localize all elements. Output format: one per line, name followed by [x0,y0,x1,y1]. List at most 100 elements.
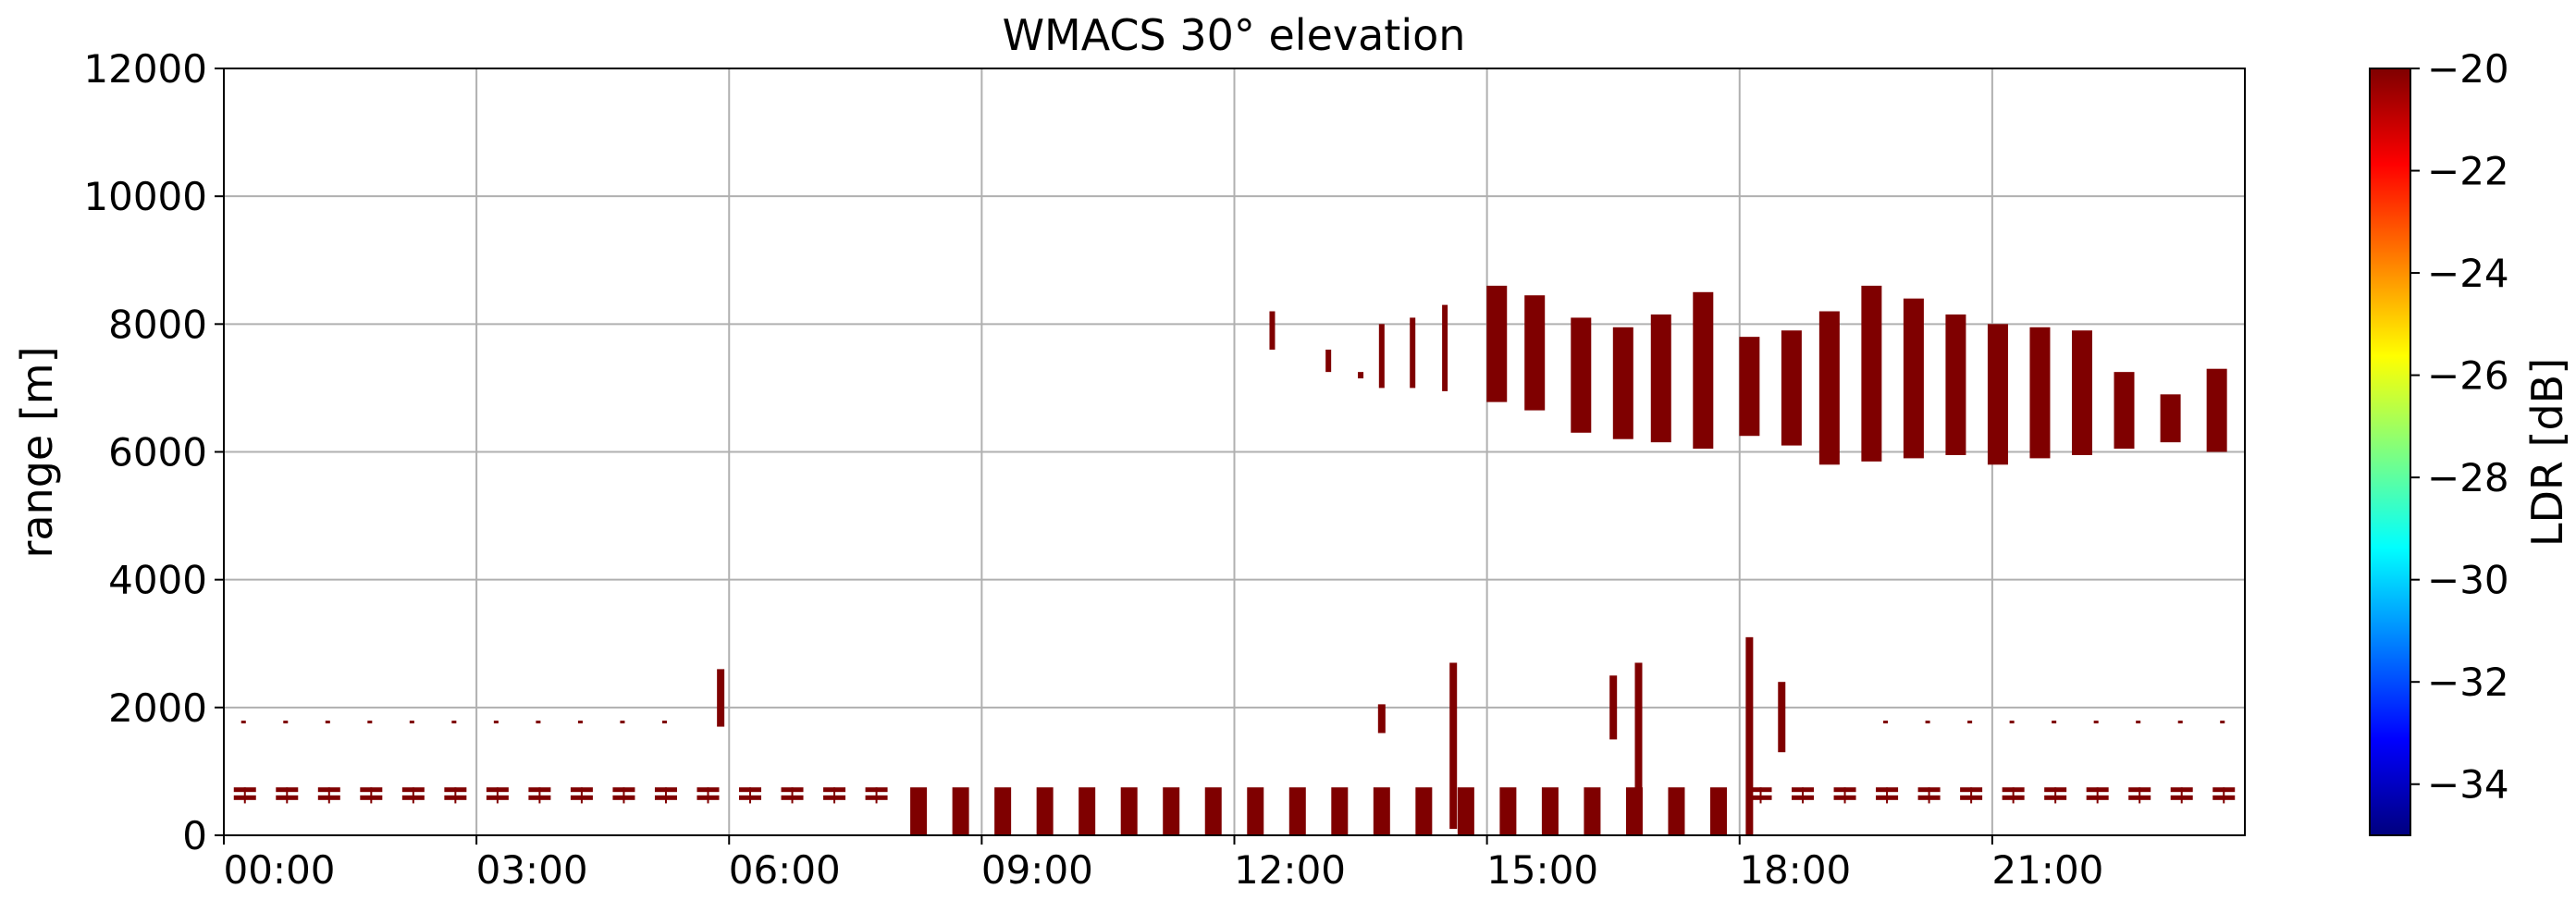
upper-layer-column [1612,327,1633,439]
lower-layer-dot [1883,721,1889,724]
lower-layer-dot [2136,721,2141,724]
lower-layer-dot [1967,721,1973,724]
lower-layer-column [1584,787,1601,835]
upper-layer-column [1945,314,1966,455]
upper-layer-column [1903,298,1924,459]
x-tick-label: 18:00 [1739,847,1851,893]
lower-layer-streak [1802,787,1805,804]
colorbar-tick-label: −20 [2427,46,2509,92]
lower-layer-dot [367,721,373,724]
lower-layer-streak [1759,787,1762,804]
lower-layer-column [1457,787,1474,835]
lower-layer-plume [717,669,725,727]
lower-layer-dot [577,721,583,724]
x-tick-label: 15:00 [1486,847,1598,893]
grid-lines [223,68,2245,836]
lower-layer-streak [538,787,541,804]
lower-layer-dot [2052,721,2057,724]
lower-layer-dot [493,721,499,724]
upper-layer-column [1571,317,1592,433]
upper-layer-fragment [1378,324,1385,389]
upper-layer-column [2114,372,2135,450]
x-tick-label: 00:00 [223,847,335,893]
lower-layer-dot [240,721,246,724]
lower-layer-plume [1609,675,1618,740]
lower-layer-column [910,787,928,835]
lower-layer-plume [1745,636,1754,835]
colorbar-ticks: −20 −22 −24 −26 −28 −30 −32 −34 [2410,46,2509,808]
x-tick-label: 03:00 [476,847,588,893]
lower-layer-streak [580,787,583,804]
upper-layer-fragment [1442,304,1448,391]
upper-layer-column [2071,330,2092,455]
upper-layer-fragment [1325,349,1332,373]
upper-layer-column [1739,337,1760,437]
lower-layer-plume [1634,662,1643,835]
lower-layer-column [1499,787,1517,835]
upper-layer-column [2029,327,2051,459]
lower-layer-streak [2012,787,2015,804]
lower-layer-column [1709,787,1727,835]
lower-layer-dot [2093,721,2099,724]
upper-layer-column [1524,295,1546,411]
lower-layer-column [1120,787,1138,835]
lower-layer-column [1163,787,1180,835]
colorbar-tick-label: −30 [2427,558,2509,603]
lower-layer-plume [1377,704,1386,734]
chart-title: WMACS 30° elevation [1003,10,1466,60]
upper-layer-column [1861,285,1882,462]
lower-layer-dot [2009,721,2015,724]
lower-layer-streak [454,787,457,804]
colorbar-label: LDR [dB] [2522,358,2572,547]
upper-layer-column [1486,285,1508,402]
y-tick-label: 6000 [108,430,207,475]
upper-layer-column [1781,330,1802,446]
upper-layer-fragment [1269,311,1276,350]
lower-layer-streak [1928,787,1930,804]
lower-layer-column [994,787,1012,835]
lower-layer-column [1204,787,1222,835]
upper-layer-fragment [1410,317,1416,389]
lower-layer-streak [2223,787,2225,804]
lower-layer-streak [286,787,289,804]
lower-layer-streak [2096,787,2099,804]
y-tick-label: 12000 [83,46,207,92]
colorbar-tick-label: −32 [2427,660,2509,705]
y-tick-label: 8000 [108,302,207,347]
lower-layer-streak [370,787,373,804]
x-tick-label: 12:00 [1234,847,1346,893]
lower-layer-column [1078,787,1096,835]
lower-layer-column [1036,787,1054,835]
lower-layer-dot [451,721,457,724]
upper-layer-column [1650,314,1671,443]
lower-layer-streak [664,787,667,804]
lower-layer-dot [661,721,667,724]
upper-layer-column [1818,311,1840,465]
lower-layer-dot [325,721,330,724]
lower-layer-streak [1886,787,1889,804]
lower-layer-dot [409,721,414,724]
x-tick-label: 21:00 [1991,847,2103,893]
lower-layer-dot [1925,721,1930,724]
lower-layer-streak [243,787,246,804]
lower-layer-plume [1449,662,1458,830]
lower-layer-streak [1843,787,1846,804]
lower-layer-column [952,787,969,835]
x-tick-label: 09:00 [981,847,1093,893]
y-tick-label: 2000 [108,685,207,731]
lower-layer-streak [327,787,330,804]
colorbar-tick-label: −22 [2427,149,2509,194]
lower-layer-column [1288,787,1306,835]
lower-layer-column [1415,787,1433,835]
lower-layer-dot [536,721,541,724]
y-tick-label: 0 [182,813,207,858]
lower-layer-dot [620,721,625,724]
upper-layer-column [2206,368,2227,452]
lower-layer-streak [2180,787,2183,804]
colorbar-tick-label: −26 [2427,353,2509,399]
lower-layer-streak [2054,787,2057,804]
lower-layer-dot [2177,721,2183,724]
lower-layer-streak [1970,787,1973,804]
